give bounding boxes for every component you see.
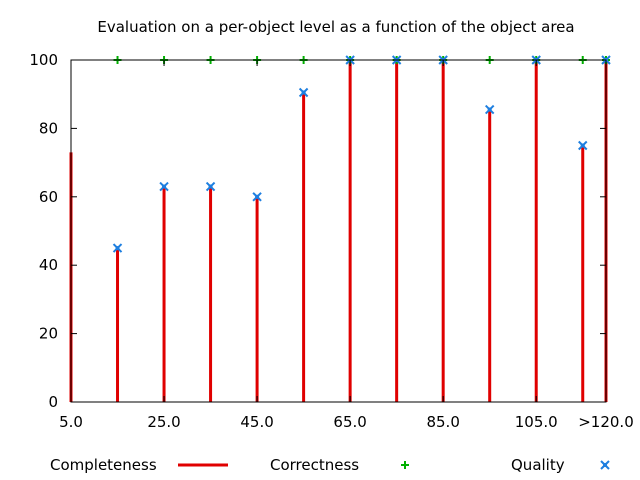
plot-frame xyxy=(70,59,607,403)
legend-label-completeness: Completeness xyxy=(50,456,157,474)
y-tick-label: 40 xyxy=(39,256,58,274)
quality-point xyxy=(298,87,309,98)
quality-point xyxy=(205,181,216,192)
y-tick-label: 100 xyxy=(29,51,58,69)
x-tick-label: >120.0 xyxy=(578,413,634,431)
x-axis: 5.0 25.0 45.0 65.0 85.0 105.0 >120.0 xyxy=(59,60,634,431)
legend-swatch-quality xyxy=(600,460,610,470)
x-tick-label: 45.0 xyxy=(240,413,273,431)
y-tick-label: 0 xyxy=(48,393,58,411)
quality-point xyxy=(159,181,169,192)
x-tick-label: 65.0 xyxy=(333,413,366,431)
legend-label-correctness: Correctness xyxy=(270,456,359,474)
x-tick-label: 85.0 xyxy=(426,413,459,431)
quality-point xyxy=(112,243,123,253)
chart-title: Evaluation on a per-object level as a fu… xyxy=(97,18,574,36)
y-tick-label: 80 xyxy=(39,119,58,137)
completeness-impulses xyxy=(69,60,608,402)
y-tick-label: 20 xyxy=(39,325,58,343)
quality-point xyxy=(578,140,588,151)
x-tick-label: 5.0 xyxy=(59,413,83,431)
x-tick-label: 25.0 xyxy=(147,413,180,431)
legend-label-quality: Quality xyxy=(511,456,565,474)
quality-point xyxy=(252,192,262,202)
legend: Completeness Correctness Quality xyxy=(50,456,610,474)
x-tick-label: 105.0 xyxy=(515,413,558,431)
legend-swatch-correctness xyxy=(401,461,409,469)
quality-point xyxy=(484,104,495,115)
y-axis: 0 20 40 60 80 100 xyxy=(29,51,606,411)
y-tick-label: 60 xyxy=(39,188,58,206)
